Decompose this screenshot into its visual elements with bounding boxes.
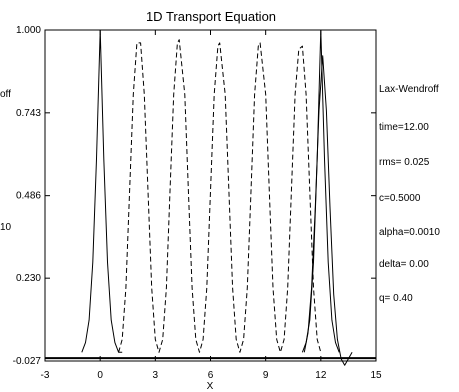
annotations-right: Lax-Wendroff time=12.00 rms= 0.025 c=0.5000… [379, 84, 440, 304]
x-tick-label: 12 [315, 370, 327, 381]
series-line-4 [303, 55, 353, 366]
y-tick-label: 0.230 [16, 273, 41, 284]
x-tick-label: 6 [208, 370, 214, 381]
annotation-right: c=0.5000 [379, 193, 421, 204]
annotation-right: rms= 0.025 [379, 157, 430, 168]
y-tick-label: 0.486 [16, 191, 41, 202]
series-layer [45, 29, 376, 366]
annotation-right: Lax-Wendroff [379, 84, 439, 95]
chart-title: 1D Transport Equation [146, 9, 276, 24]
x-axis: -3 0 3 6 9 12 15 [41, 30, 382, 381]
annotation-right: alpha=0.0010 [379, 227, 440, 238]
series-line-2 [118, 39, 322, 353]
annotation-left: off [0, 89, 11, 100]
x-tick-label: 3 [153, 370, 159, 381]
x-axis-label: X [207, 381, 214, 392]
annotation-left: 10 [0, 222, 12, 233]
y-tick-label: 0.743 [16, 108, 41, 119]
x-tick-label: 15 [370, 370, 382, 381]
y-tick-label: 1.000 [16, 25, 41, 36]
annotations-left: off 10 [0, 89, 12, 233]
annotation-right: q= 0.40 [379, 293, 413, 304]
x-tick-label: 9 [263, 370, 269, 381]
annotation-right: time=12.00 [379, 122, 429, 133]
series-line-1 [81, 29, 123, 353]
y-tick-label: -0.027 [13, 356, 42, 367]
x-tick-label: -3 [41, 370, 50, 381]
annotation-right: delta= 0.00 [379, 259, 429, 270]
x-tick-label: 0 [97, 370, 103, 381]
y-axis: 1.000 0.743 0.486 0.230 -0.027 [13, 25, 376, 367]
